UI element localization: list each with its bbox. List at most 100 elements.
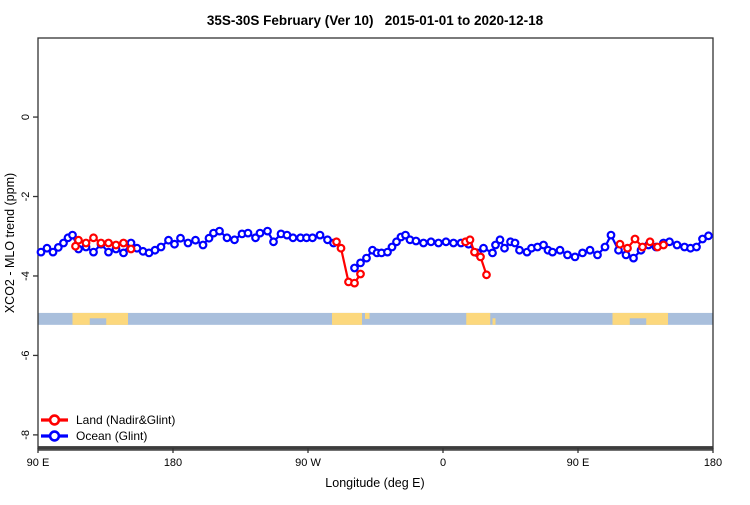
data-point [350,263,359,273]
legend-item-ocean: Ocean (Glint) [41,429,147,443]
data-point [434,238,443,248]
data-series [36,226,713,288]
map-strip-land-patch [332,312,362,325]
legend-label-land: Land (Nadir&Glint) [76,413,175,427]
data-point [672,240,682,250]
data-point [630,234,640,244]
data-point [659,240,668,250]
data-point [362,253,371,263]
y-axis: 0 -2 -4 -6 -8 [20,114,38,440]
data-point [81,238,91,248]
x-tick-label: 90 E [567,457,590,469]
data-point [204,233,214,243]
data-point [156,242,166,252]
data-point [383,247,392,257]
data-point [53,242,63,252]
data-point [470,247,479,257]
y-tick-label: -8 [20,430,32,440]
data-point [350,278,359,288]
series-ocean [36,226,713,273]
data-point [510,238,520,248]
series-land [71,233,668,288]
data-point [555,245,565,255]
data-point [308,233,317,243]
data-point [356,269,365,279]
map-strip-ocean-notch [89,318,107,325]
data-point [692,242,701,252]
data-point [96,238,106,248]
x-tick-label: 0 [440,457,446,469]
latitude-band-map-strip [38,312,713,325]
data-point [593,250,602,260]
legend-marker-ocean [48,430,61,442]
data-point [119,248,128,258]
data-point [638,242,647,252]
data-point [491,240,500,250]
x-axis-title: Longitude (deg E) [325,476,424,490]
legend-label-ocean: Ocean (Glint) [76,429,147,443]
data-point [441,237,451,247]
x-tick-label: 90 E [27,457,50,469]
map-strip-ocean-notch [629,318,647,325]
data-point [419,238,428,248]
x-axis: 90 E 180 90 W 0 90 E 180 [27,448,722,469]
data-point [68,230,77,240]
data-point [288,233,298,243]
data-point [104,238,113,248]
data-point [198,240,208,250]
data-point [74,235,83,245]
data-point [230,235,239,245]
data-point [704,231,713,241]
data-point [629,253,638,263]
x-tick-label: 180 [164,457,182,469]
data-point [42,243,52,253]
data-point [89,233,98,243]
data-point [621,250,631,260]
data-point [387,242,397,252]
chart-title: 35S-30S February (Ver 10) 2015-01-01 to … [207,13,544,28]
data-point [482,270,491,280]
data-point [215,226,224,236]
data-point [488,248,497,258]
data-point [539,240,548,250]
legend-item-land: Land (Nadir&Glint) [41,413,175,427]
data-point [191,235,200,245]
y-tick-label: 0 [20,114,32,120]
data-point [570,252,580,262]
data-point [336,243,346,253]
data-point [479,243,488,253]
data-point [449,238,458,248]
x-tick-label: 180 [704,457,722,469]
data-point [263,226,272,236]
map-strip-land-patch [466,312,491,325]
data-point [48,247,58,257]
data-point [645,237,655,247]
data-point [356,258,365,268]
data-point [465,235,475,245]
map-strip-land-patch [365,312,370,319]
data-point [176,233,185,243]
x-tick-label: 90 W [295,457,321,469]
map-strip-land-patch [492,318,496,325]
data-point [500,243,509,253]
data-point [222,233,232,243]
data-point [563,250,572,260]
data-point [111,240,121,250]
data-point [426,237,436,247]
y-tick-label: -6 [20,351,32,361]
data-point [332,237,341,247]
data-point [623,243,632,253]
y-tick-label: -2 [20,192,32,202]
data-point [89,247,98,257]
data-point [578,248,587,258]
data-point [548,247,557,257]
legend-marker-land [48,414,61,426]
data-point [36,247,46,257]
data-point [255,228,265,238]
data-point [476,252,485,262]
data-point [411,236,421,246]
plot-box [37,37,714,449]
y-axis-title: XCO2 - MLO trend (ppm) [3,173,17,313]
data-point [606,230,616,240]
